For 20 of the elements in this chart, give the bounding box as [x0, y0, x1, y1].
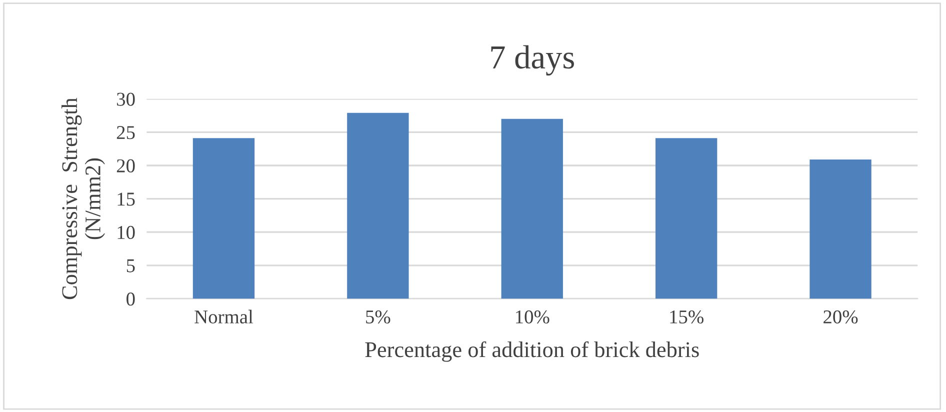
y-tick-label: 30: [117, 92, 135, 106]
y-tick-label: 10: [118, 226, 135, 240]
y-tick-label: 15: [118, 192, 135, 206]
chart-title: 7 days: [491, 45, 574, 76]
bar: [347, 112, 409, 299]
x-tick-label: 20%: [824, 310, 858, 324]
bar: [192, 138, 255, 299]
x-axis-title: Percentage of addition of brick debris: [365, 341, 699, 362]
y-tick-label: 20: [116, 159, 135, 172]
x-tick-label: 15%: [670, 310, 704, 324]
x-tick-label: Normal: [194, 310, 254, 324]
x-tick-label: 10%: [516, 310, 550, 324]
y-tick-label: 5: [126, 259, 135, 272]
bar: [810, 159, 872, 299]
y-axis-title: Compressive Strength (N/mm2): [62, 98, 105, 300]
y-tick-label: 25: [116, 126, 135, 140]
bar: [655, 138, 718, 299]
x-tick-label: 5%: [366, 310, 390, 324]
y-tick-label: 0: [126, 292, 135, 306]
bar: [501, 118, 563, 299]
